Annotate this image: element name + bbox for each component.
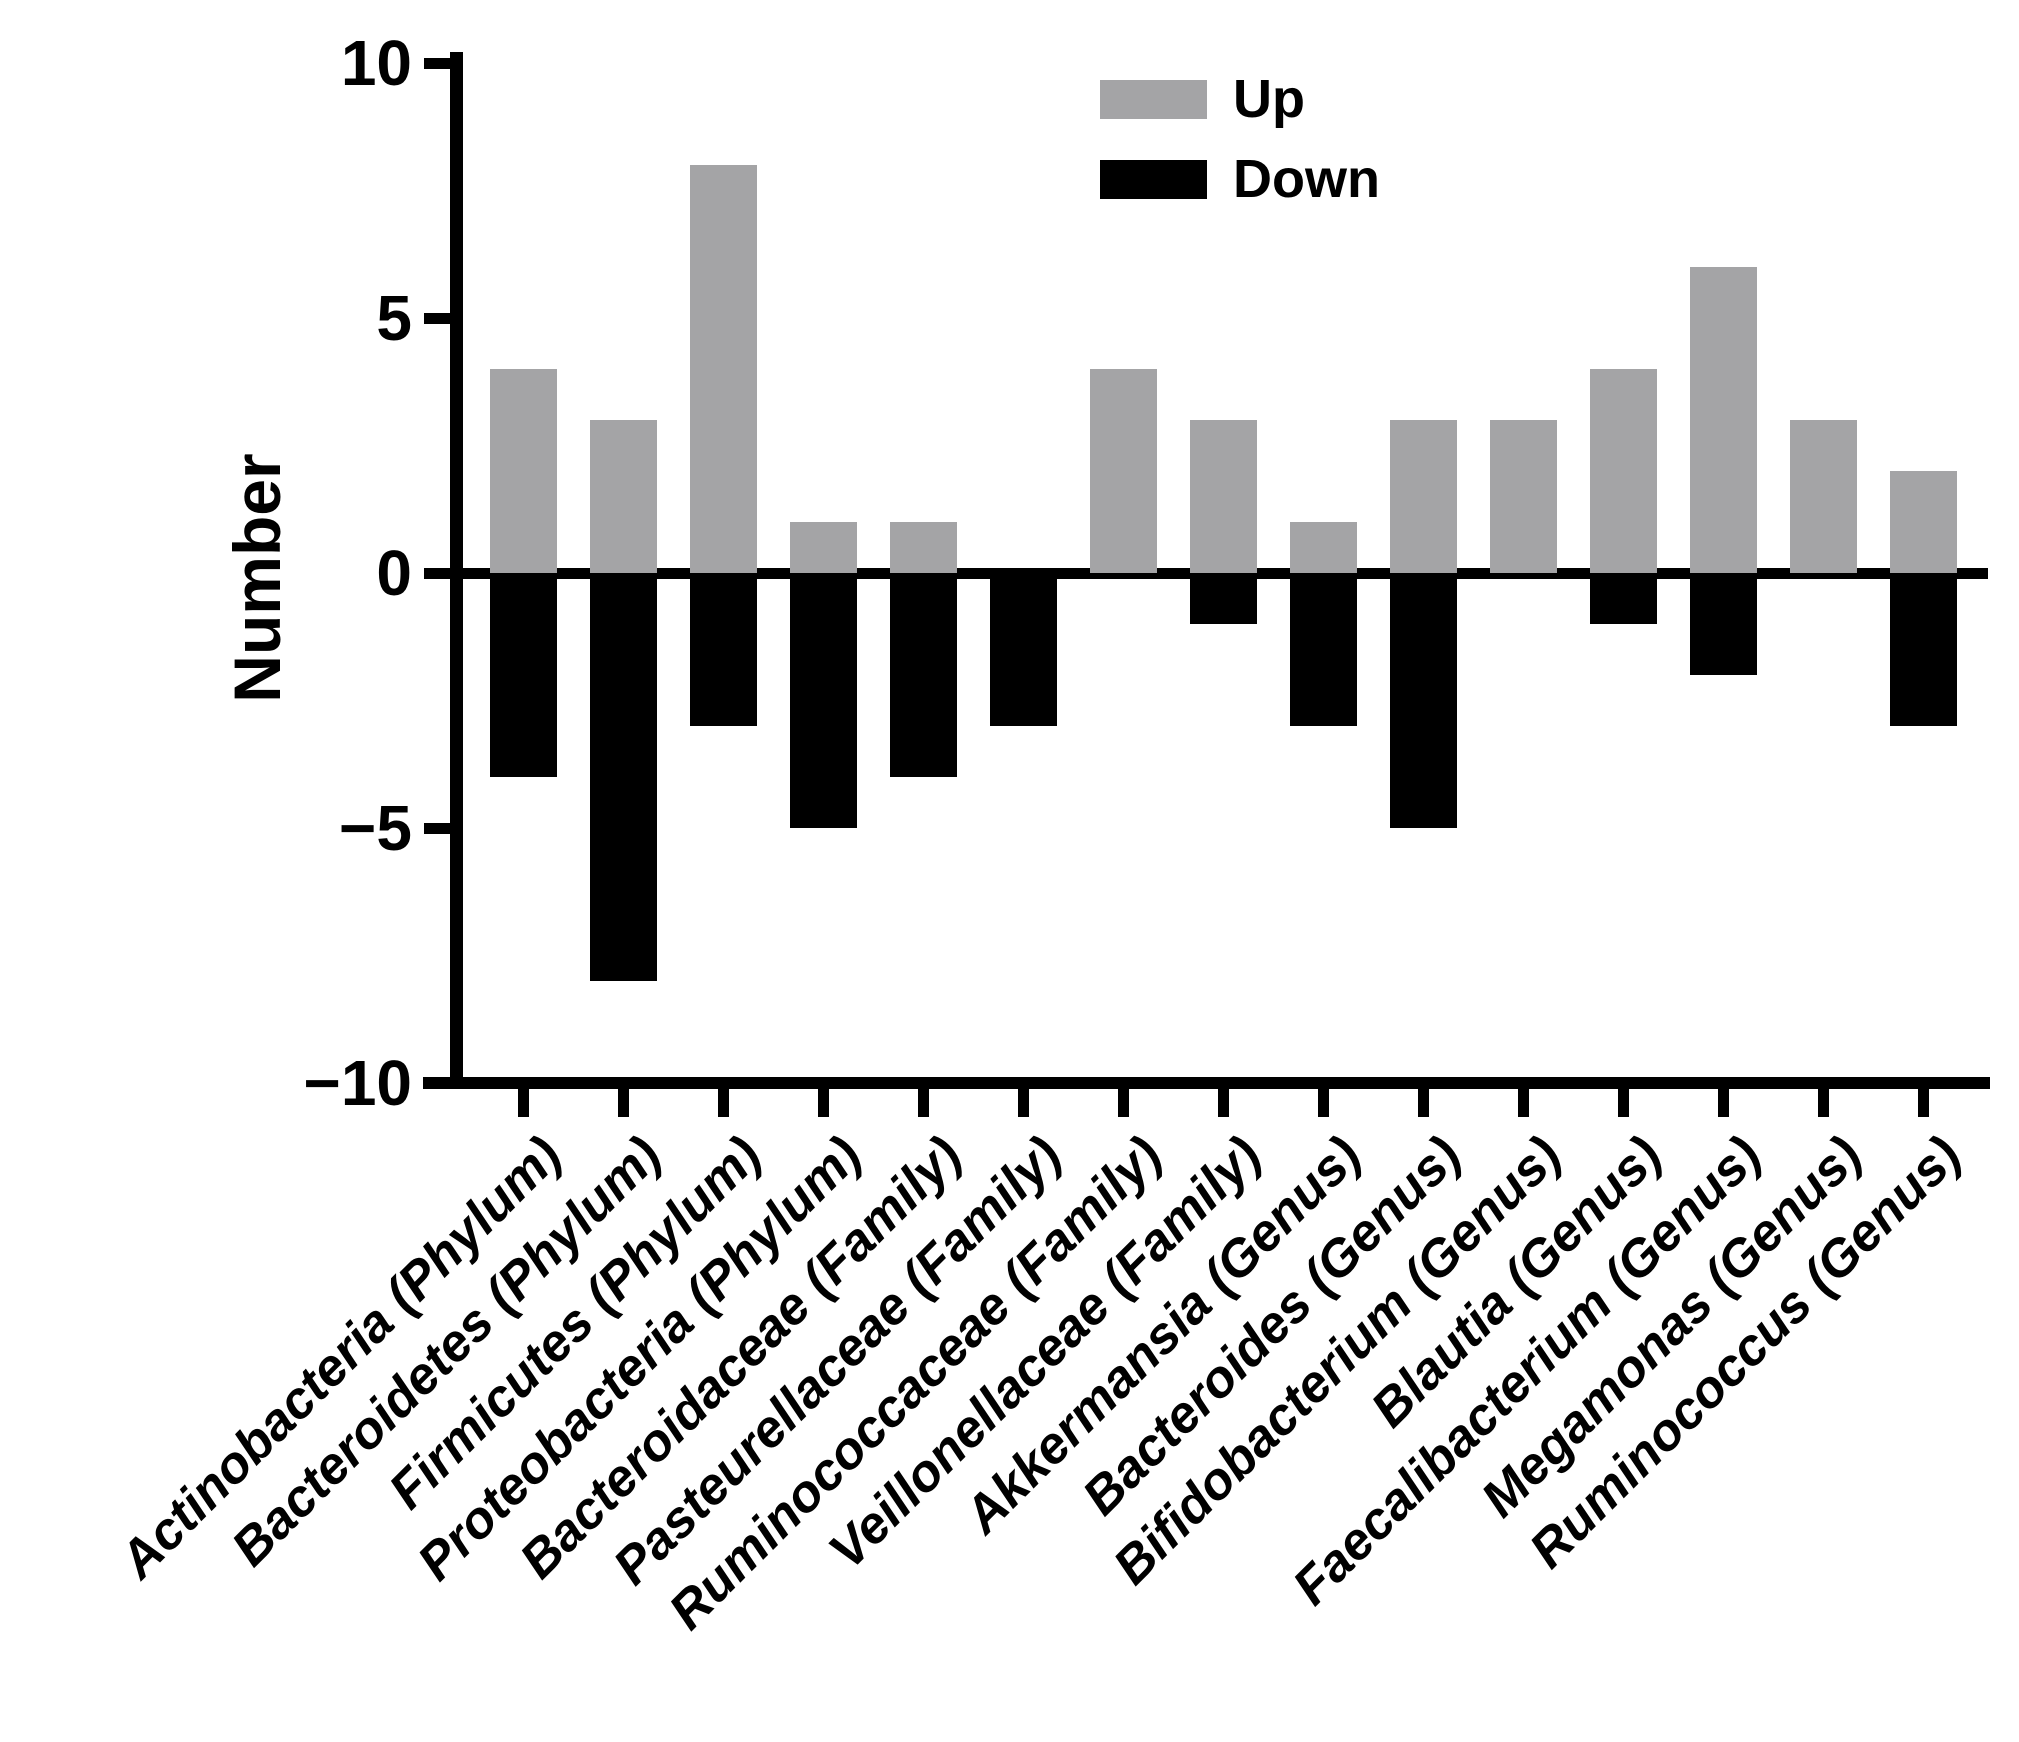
x-tick-mark [718,1089,729,1117]
y-tick-label: −10 [303,1047,412,1119]
bar-up [589,420,657,573]
bar-down [889,573,957,777]
bar-down [1889,573,1957,726]
bar-down [789,573,857,828]
legend-up-swatch [1100,79,1207,119]
bar-up [789,522,857,573]
bar-down [1589,573,1657,624]
legend-row-up: Up [1100,72,1305,126]
x-tick-mark [1018,1089,1029,1117]
x-tick-mark [818,1089,829,1117]
x-tick-mark [918,1089,929,1117]
y-tick-mark [424,568,450,579]
bar-down [1289,573,1357,726]
bar-up [1589,369,1657,573]
x-tick-mark [1718,1089,1729,1117]
x-tick-mark [1818,1089,1829,1117]
x-tick-mark [518,1089,529,1117]
legend-down-label: Down [1233,149,1380,209]
bar-down [1689,573,1757,675]
x-tick-mark [1418,1089,1429,1117]
y-tick-mark [424,823,450,834]
bar-down [589,573,657,981]
x-tick-mark [1118,1089,1129,1117]
x-tick-mark [1318,1089,1329,1117]
legend-down-swatch [1100,159,1207,199]
bar-up [1289,522,1357,573]
bar-down [1189,573,1257,624]
legend-up-label: Up [1233,69,1305,129]
x-tick-mark [618,1089,629,1117]
x-axis-baseline [423,1077,1990,1089]
bar-up [689,165,757,573]
x-tick-mark [1518,1089,1529,1117]
y-tick-label: 5 [376,282,412,354]
y-tick-label: 10 [340,27,412,99]
bar-up [1689,267,1757,573]
bar-down [689,573,757,726]
bar-down [1389,573,1457,828]
bar-down [489,573,557,777]
bar-up [1889,471,1957,573]
bar-up [1789,420,1857,573]
bar-up [889,522,957,573]
x-tick-mark [1918,1089,1929,1117]
bar-up [489,369,557,573]
legend-row-down: Down [1100,152,1380,206]
x-tick-mark [1618,1089,1629,1117]
x-tick-mark [1218,1089,1229,1117]
bar-down [989,573,1057,726]
bar-up [1089,369,1157,573]
y-tick-mark [424,58,450,69]
y-tick-mark [424,313,450,324]
y-tick-label: −5 [339,792,412,864]
bar-up [1189,420,1257,573]
y-tick-label: 0 [376,537,412,609]
y-tick-mark [424,1078,450,1089]
bar-up [1389,420,1457,573]
bar-up [1489,420,1557,573]
